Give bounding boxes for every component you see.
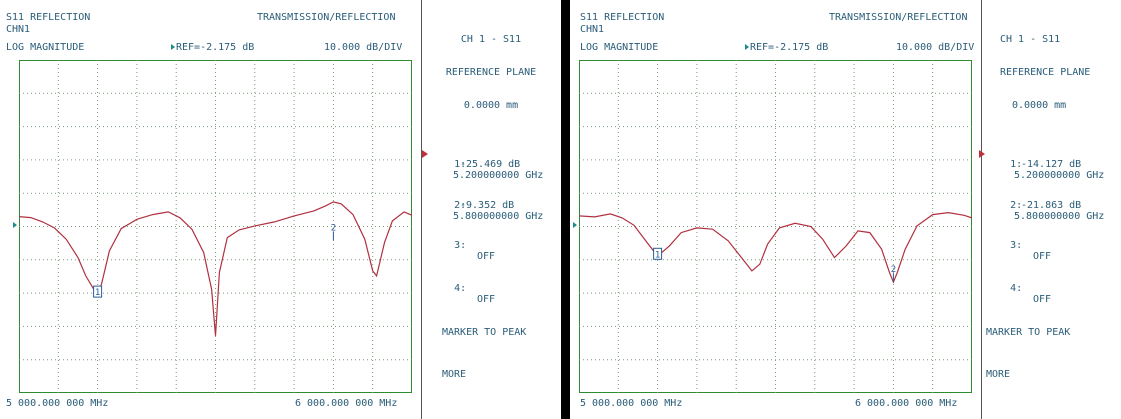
- marker-4-softkey[interactable]: 4: OFF: [430, 272, 558, 316]
- reference-level-arrow-icon: [13, 222, 17, 228]
- more-softkey[interactable]: MORE: [442, 369, 467, 380]
- channel-label: CHN1: [6, 24, 31, 35]
- marker-1-value: -25.469 dB: [460, 159, 521, 170]
- mode-label: TRANSMISSION/REFLECTION: [829, 12, 968, 23]
- reference-plane-value: 0.0000 mm: [1012, 100, 1067, 111]
- ref-pointer-icon: [171, 44, 175, 50]
- marker-3-softkey[interactable]: 3: OFF: [986, 229, 1120, 273]
- format-label: LOG MAGNITUDE: [580, 42, 659, 53]
- marker-2-softkey[interactable]: 2: 5.800000000 GHz -9.352 dB: [430, 189, 558, 244]
- reference-level-arrow-icon: [573, 222, 577, 228]
- marker-1-label: 1:: [454, 159, 467, 170]
- marker-2-label: 2:: [1010, 200, 1023, 211]
- channel-info: CH 1 - S11 REFERENCE PLANE 0.0000 mm: [1000, 12, 1120, 133]
- reference-plane-value: 0.0000 mm: [463, 100, 519, 111]
- marker-3-state: OFF: [477, 251, 496, 262]
- reference-plane-label: REFERENCE PLANE: [445, 67, 537, 78]
- mode-label: TRANSMISSION/REFLECTION: [257, 12, 396, 23]
- sidebar-divider: [981, 0, 982, 419]
- marker-2-softkey[interactable]: 2: 5.800000000 GHz -21.863 dB: [986, 189, 1120, 244]
- marker-1-box: [93, 285, 103, 298]
- ref-pointer-icon: [745, 44, 749, 50]
- start-frequency: 5 000.000 000 MHz: [6, 398, 109, 409]
- reference-plane-label: REFERENCE PLANE: [1000, 67, 1091, 78]
- active-marker-arrow-icon: [979, 150, 985, 158]
- marker-1-frequency: 5.200000000 GHz: [453, 170, 544, 181]
- marker-to-peak-softkey[interactable]: MARKER TO PEAK: [442, 327, 527, 338]
- format-label: LOG MAGNITUDE: [6, 42, 85, 53]
- channel-id: CH 1 - S11: [1000, 34, 1061, 45]
- more-softkey[interactable]: MORE: [986, 369, 1011, 380]
- sidebar-divider: [421, 0, 422, 419]
- marker-4-state: OFF: [477, 294, 496, 305]
- panel-title: S11 REFLECTION: [6, 12, 91, 23]
- marker-2-label: 2: [331, 223, 336, 233]
- marker-4-state: OFF: [1033, 294, 1052, 305]
- marker-3-state: OFF: [1033, 251, 1052, 262]
- left-analyzer-panel: S11 REFLECTION CHN1 TRANSMISSION/REFLECT…: [6, 0, 558, 419]
- active-marker-arrow-icon: [422, 150, 428, 158]
- channel-info: CH 1 - S11 REFERENCE PLANE 0.0000 mm: [426, 12, 556, 133]
- marker-to-peak-softkey[interactable]: MARKER TO PEAK: [986, 327, 1071, 338]
- trace-line: [579, 211, 972, 284]
- marker-3-label: 3:: [1010, 240, 1023, 251]
- reference-label: REF=-2.175 dB: [750, 42, 829, 53]
- scale-label: 10.000 dB/DIV: [896, 42, 975, 53]
- marker-1-frequency: 5.200000000 GHz: [1014, 170, 1105, 181]
- marker-1-label: 1: [655, 250, 660, 260]
- marker-3-label: 3:: [454, 240, 467, 251]
- trace-line: [19, 201, 412, 336]
- screen-divider: [561, 0, 570, 419]
- marker-1-value: -14.127 dB: [1021, 159, 1082, 170]
- marker-4-label: 4:: [454, 283, 467, 294]
- marker-1-softkey[interactable]: 1: 5.200000000 GHz -25.469 dB: [430, 148, 558, 203]
- channel-label: CHN1: [580, 24, 605, 35]
- marker-1-label: 1:: [1010, 159, 1023, 170]
- marker-2-frequency: 5.800000000 GHz: [453, 211, 544, 222]
- scale-label: 10.000 dB/DIV: [324, 42, 403, 53]
- marker-2-frequency: 5.800000000 GHz: [1014, 211, 1105, 222]
- start-frequency: 5 000.000 000 MHz: [580, 398, 683, 409]
- marker-1-label: 1: [95, 288, 100, 298]
- trace-graph: 12: [19, 60, 412, 393]
- marker-2-label: 2: [891, 265, 896, 275]
- marker-1-box: [653, 247, 663, 260]
- marker-4-softkey[interactable]: 4: OFF: [986, 272, 1120, 316]
- marker-1-softkey[interactable]: 1: 5.200000000 GHz -14.127 dB: [986, 148, 1120, 203]
- panel-title: S11 REFLECTION: [580, 12, 665, 23]
- marker-4-label: 4:: [1010, 283, 1023, 294]
- marker-2-label: 2:: [454, 200, 467, 211]
- right-analyzer-panel: S11 REFLECTION CHN1 TRANSMISSION/REFLECT…: [570, 0, 1121, 419]
- marker-3-softkey[interactable]: 3: OFF: [430, 229, 558, 273]
- stop-frequency: 6 000.000 000 MHz: [295, 398, 398, 409]
- stop-frequency: 6 000.000 000 MHz: [855, 398, 958, 409]
- marker-2-value: -9.352 dB: [460, 200, 515, 211]
- reference-label: REF=-2.175 dB: [176, 42, 255, 53]
- channel-id: CH 1 - S11: [460, 34, 522, 45]
- trace-graph: 12: [579, 60, 972, 393]
- marker-2-value: -21.863 dB: [1021, 200, 1082, 211]
